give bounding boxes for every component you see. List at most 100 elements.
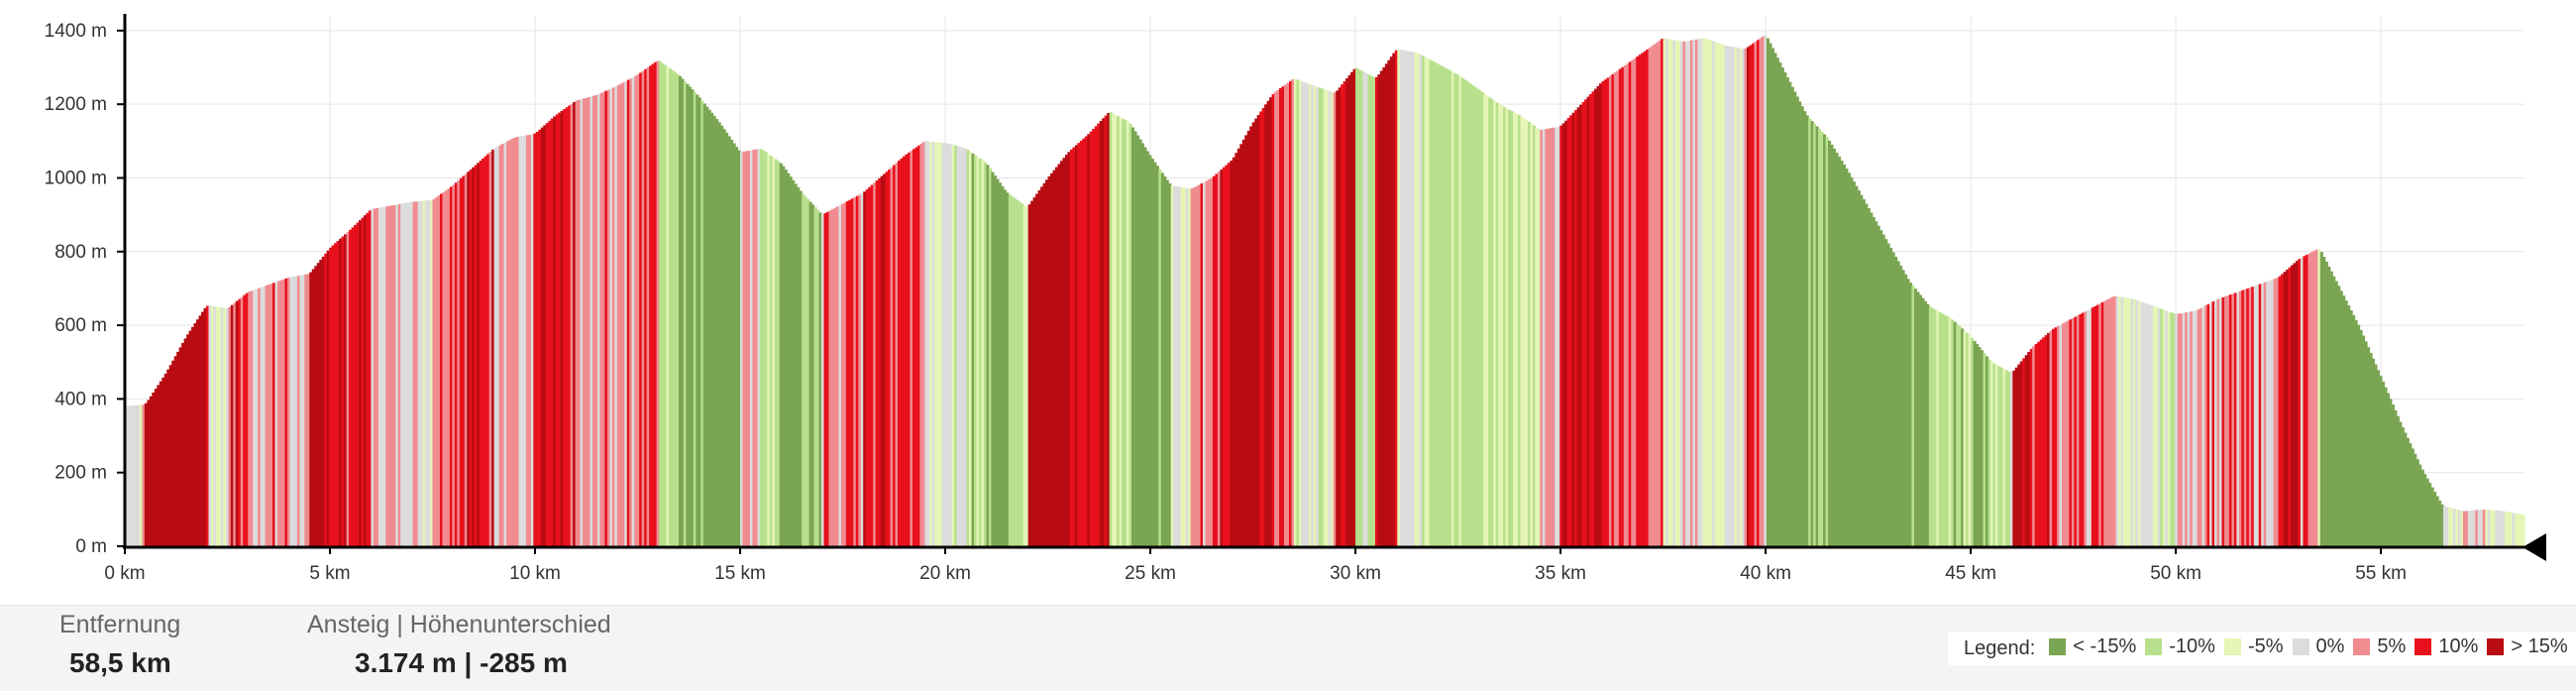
elevation-segment: [511, 138, 515, 546]
elevation-segment: [2357, 324, 2361, 546]
elevation-segment: [1810, 121, 1814, 547]
elevation-segment: [1961, 328, 1965, 546]
elevation-segment: [833, 207, 837, 546]
elevation-segment: [580, 99, 584, 546]
elevation-segment: [1173, 185, 1177, 546]
elevation-segment: [1326, 90, 1330, 546]
elevation-segment: [1478, 90, 1482, 546]
elevation-segment: [2192, 310, 2196, 546]
elevation-segment: [1241, 139, 1245, 546]
elevation-segment: [1823, 134, 1827, 547]
elevation-segment: [1867, 207, 1871, 546]
elevation-segment: [1665, 38, 1669, 546]
elevation-segment: [782, 166, 786, 546]
elevation-segment: [1465, 81, 1469, 546]
elevation-segment: [767, 154, 771, 546]
elevation-segment: [493, 148, 497, 546]
elevation-segment: [2211, 301, 2215, 546]
elevation-segment: [467, 172, 471, 546]
elevation-segment: [1193, 187, 1197, 546]
elevation-segment: [1104, 115, 1108, 547]
elevation-segment: [2517, 514, 2521, 546]
elevation-segment: [1992, 363, 1996, 546]
elevation-segment: [2027, 352, 2031, 546]
elevation-segment: [1689, 40, 1693, 546]
elevation-segment: [1756, 40, 1761, 546]
elevation-segment: [2167, 311, 2171, 546]
elevation-segment: [331, 245, 335, 546]
elevation-segment: [1140, 143, 1145, 546]
elevation-segment: [1694, 39, 1698, 546]
elevation-segment: [2475, 510, 2479, 546]
elevation-segment: [2226, 295, 2230, 546]
elevation-segment: [1232, 157, 1235, 547]
elevation-segment: [2409, 443, 2413, 546]
elevation-segment: [1379, 70, 1383, 547]
elevation-segment: [176, 351, 180, 546]
elevation-segment: [1911, 286, 1915, 546]
elevation-segment: [1419, 55, 1423, 546]
elevation-segment: [1989, 362, 1994, 546]
elevation-segment: [425, 200, 429, 546]
elevation-segment: [1780, 67, 1784, 546]
elevation-segment: [742, 151, 746, 547]
elevation-segment: [659, 61, 663, 546]
elevation-segment: [2308, 253, 2311, 546]
elevation-segment: [2477, 510, 2481, 546]
elevation-segment: [1259, 111, 1263, 546]
elevation-segment: [2354, 319, 2358, 546]
elevation-segment: [1072, 147, 1076, 546]
elevation-segment: [382, 206, 386, 546]
elevation-segment: [1966, 332, 1970, 546]
elevation-segment: [555, 114, 559, 547]
elevation-segment: [794, 183, 798, 547]
elevation-segment: [1450, 71, 1455, 547]
elevation-segment: [2064, 321, 2068, 546]
elevation-segment: [2014, 367, 2018, 546]
elevation-segment: [1845, 169, 1849, 547]
elevation-segment: [1555, 127, 1558, 546]
elevation-segment: [373, 208, 376, 546]
elevation-segment: [2286, 269, 2290, 546]
elevation-chart-svg: 0 m 200 m 400 m 600 m 800 m 1000 m 1200 m 1400 …: [45, 14, 2546, 584]
elevation-segment: [2381, 381, 2385, 546]
elevation-segment: [326, 250, 330, 546]
elevation-segment: [260, 287, 264, 546]
elevation-segment: [2150, 305, 2154, 546]
elevation-segment: [2165, 310, 2169, 546]
elevation-segment: [641, 70, 645, 546]
elevation-segment: [2319, 252, 2323, 546]
elevation-segment: [779, 163, 783, 547]
elevation-segment: [1724, 45, 1728, 546]
elevation-segment: [477, 163, 481, 547]
elevation-segment: [2135, 299, 2139, 546]
elevation-segment: [218, 306, 222, 546]
elevation-segment: [2450, 508, 2454, 546]
elevation-segment: [2216, 298, 2220, 546]
elevation-segment: [2512, 513, 2516, 546]
elevation-segment: [611, 87, 615, 546]
elevation-segment: [1215, 173, 1219, 546]
elevation-segment: [380, 207, 384, 547]
elevation-segment: [1788, 81, 1792, 547]
elevation-segment: [1884, 239, 1888, 546]
elevation-segment: [725, 132, 729, 546]
elevation-segment: [245, 292, 249, 546]
elevation-segment: [535, 132, 539, 546]
x-tick-label: 0 km: [104, 563, 145, 584]
elevation-segment: [1006, 192, 1010, 546]
elevation-segment: [717, 122, 721, 547]
elevation-segment: [843, 202, 847, 547]
elevation-segment: [883, 173, 887, 546]
elevation-segment: [1808, 118, 1812, 547]
elevation-segment: [1771, 48, 1774, 546]
elevation-segment: [371, 208, 375, 546]
chart-axes: [123, 14, 2546, 561]
elevation-segment: [1985, 356, 1989, 546]
elevation-segment: [316, 263, 320, 546]
elevation-segment: [2103, 300, 2107, 546]
elevation-segment: [168, 365, 172, 546]
elevation-segment: [1112, 113, 1116, 546]
elevation-segment: [152, 392, 156, 546]
elevation-segment: [1793, 91, 1797, 547]
